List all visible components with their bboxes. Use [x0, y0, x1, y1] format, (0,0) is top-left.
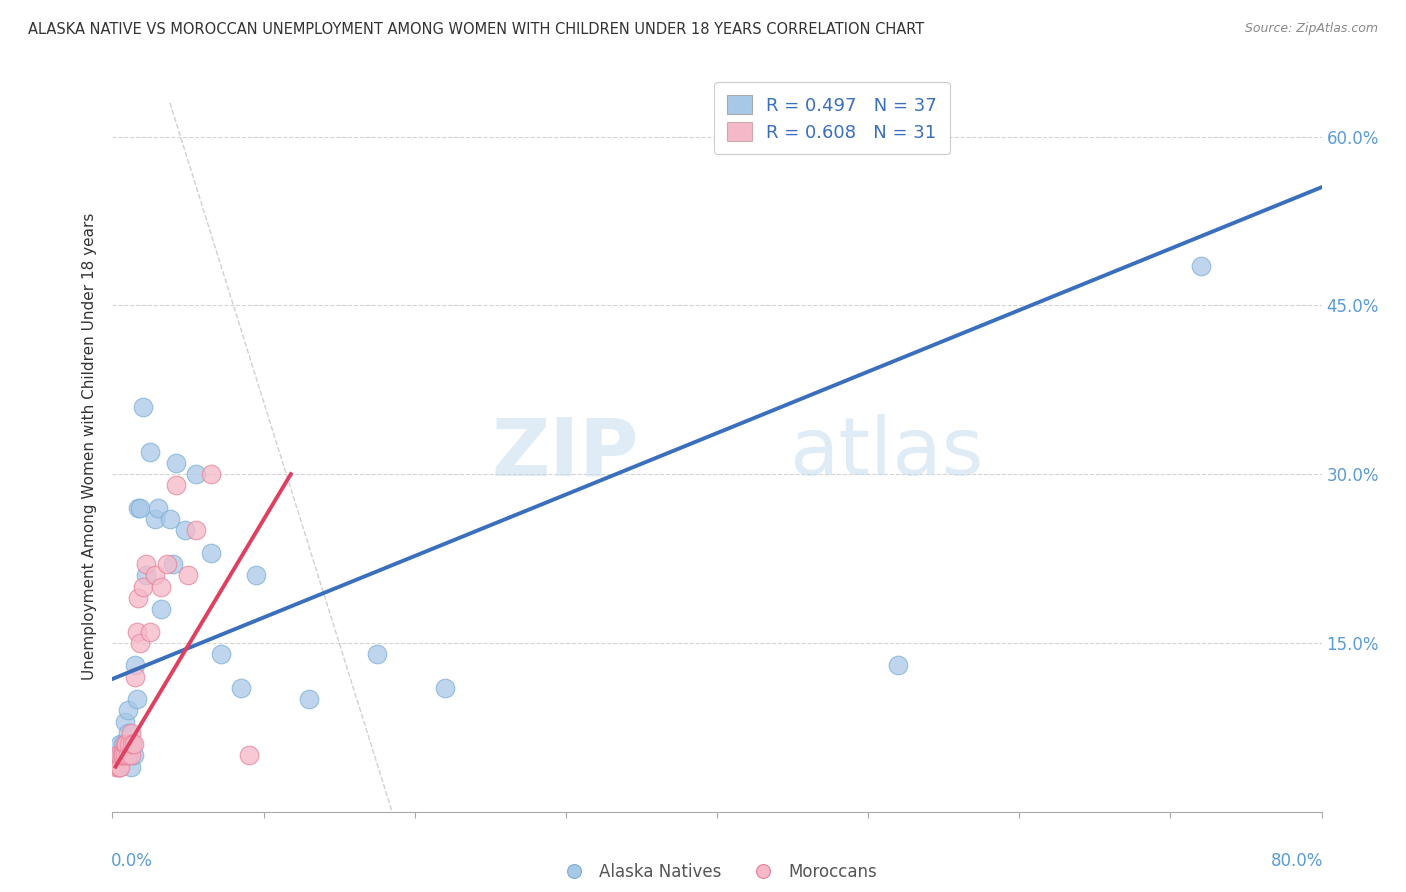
Point: [112, 748, 135, 763]
Point: [177, 568, 200, 582]
Point: [124, 658, 146, 673]
Text: ALASKA NATIVE VS MOROCCAN UNEMPLOYMENT AMONG WOMEN WITH CHILDREN UNDER 18 YEARS : ALASKA NATIVE VS MOROCCAN UNEMPLOYMENT A…: [28, 22, 924, 37]
Text: atlas: atlas: [790, 414, 984, 492]
Point: [132, 400, 155, 414]
Point: [887, 658, 910, 673]
Point: [107, 760, 129, 774]
Point: [156, 557, 179, 571]
Point: [298, 692, 321, 706]
Point: [110, 748, 132, 763]
Point: [238, 748, 260, 763]
Point: [105, 748, 128, 763]
Point: [122, 737, 145, 751]
Legend: Alaska Natives, Moroccans: Alaska Natives, Moroccans: [551, 856, 883, 888]
Point: [135, 557, 157, 571]
Point: [128, 636, 150, 650]
Point: [128, 500, 150, 515]
Point: [124, 670, 146, 684]
Point: [114, 748, 136, 763]
Point: [114, 737, 136, 751]
Point: [120, 726, 142, 740]
Point: [117, 748, 139, 763]
Point: [117, 726, 139, 740]
Point: [108, 737, 131, 751]
Point: [209, 647, 232, 661]
Point: [127, 591, 149, 605]
Point: [135, 568, 157, 582]
Point: [121, 737, 143, 751]
Point: [143, 568, 166, 582]
Point: [184, 467, 207, 482]
Point: [110, 748, 132, 763]
Point: [143, 512, 166, 526]
Point: [115, 748, 138, 763]
Point: [159, 512, 181, 526]
Point: [108, 760, 131, 774]
Point: [108, 748, 131, 763]
Point: [139, 444, 162, 458]
Point: [122, 748, 145, 763]
Point: [165, 456, 187, 470]
Text: 0.0%: 0.0%: [111, 852, 153, 870]
Point: [118, 737, 141, 751]
Point: [107, 760, 129, 774]
Point: [127, 500, 149, 515]
Text: Source: ZipAtlas.com: Source: ZipAtlas.com: [1244, 22, 1378, 36]
Point: [146, 500, 169, 515]
Point: [120, 748, 142, 763]
Point: [105, 748, 128, 763]
Point: [114, 714, 136, 729]
Point: [132, 580, 155, 594]
Point: [149, 580, 172, 594]
Point: [433, 681, 456, 695]
Point: [112, 737, 135, 751]
Point: [245, 568, 267, 582]
Text: 80.0%: 80.0%: [1271, 852, 1323, 870]
Point: [139, 624, 162, 639]
Point: [118, 737, 141, 751]
Point: [229, 681, 252, 695]
Point: [165, 478, 187, 492]
Point: [115, 737, 138, 751]
Point: [125, 692, 148, 706]
Point: [366, 647, 388, 661]
Point: [125, 624, 148, 639]
Point: [104, 760, 127, 774]
Text: ZIP: ZIP: [491, 414, 638, 492]
Point: [174, 524, 197, 538]
Point: [121, 737, 143, 751]
Point: [1189, 259, 1212, 273]
Point: [120, 760, 142, 774]
Point: [149, 602, 172, 616]
Point: [200, 467, 222, 482]
Y-axis label: Unemployment Among Women with Children Under 18 years: Unemployment Among Women with Children U…: [82, 212, 97, 680]
Point: [162, 557, 184, 571]
Point: [200, 546, 222, 560]
Point: [117, 703, 139, 717]
Point: [184, 524, 207, 538]
